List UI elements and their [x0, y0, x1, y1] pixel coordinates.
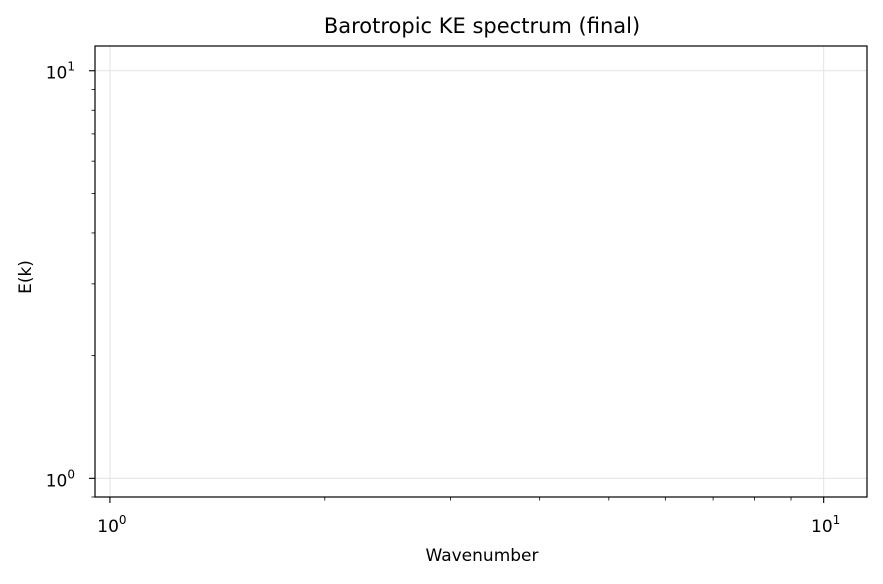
x-tick-label-1-exponent: 1	[833, 513, 841, 527]
y-tick-label-1-exponent: 1	[67, 60, 75, 74]
y-axis-label: E(k)	[16, 260, 36, 294]
y-tick-label-0: 100	[46, 467, 75, 491]
x-tick-label-1: 101	[811, 513, 840, 537]
y-tick-label-0-exponent: 0	[67, 467, 75, 481]
x-tick-label-0-base: 10	[97, 517, 119, 537]
x-tick-label-1-base: 10	[811, 517, 833, 537]
y-tick-label-0-base: 10	[46, 471, 68, 491]
x-tick-label-0: 100	[97, 513, 126, 537]
chart-title: Barotropic KE spectrum (final)	[324, 14, 640, 38]
plot-frame	[94, 45, 868, 498]
x-axis-label: Wavenumber	[425, 546, 538, 566]
grid-layer	[95, 46, 867, 497]
x-tick-label-0-exponent: 0	[119, 513, 127, 527]
y-tick-label-1-base: 10	[46, 64, 68, 84]
y-tick-label-1: 101	[46, 60, 75, 84]
